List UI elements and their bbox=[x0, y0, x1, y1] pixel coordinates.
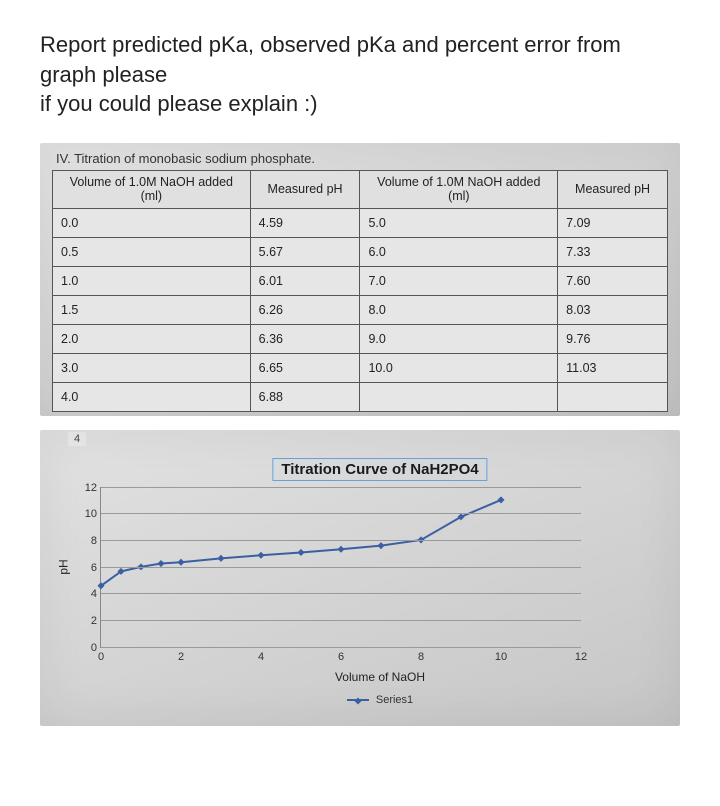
table-cell: 0.5 bbox=[53, 237, 251, 266]
data-marker bbox=[157, 560, 164, 567]
x-tick-label: 2 bbox=[178, 651, 184, 663]
legend-swatch-icon bbox=[347, 699, 369, 701]
sheet-tab: 4 bbox=[68, 432, 86, 446]
y-tick-label: 12 bbox=[81, 482, 97, 494]
y-tick-label: 10 bbox=[81, 508, 97, 520]
chart-legend: Series1 bbox=[100, 694, 660, 706]
table-row: 3.06.6510.011.03 bbox=[53, 353, 668, 382]
table-row: 2.06.369.09.76 bbox=[53, 324, 668, 353]
y-tick-label: 6 bbox=[81, 562, 97, 574]
table-cell: 7.09 bbox=[558, 208, 668, 237]
table-cell: 6.65 bbox=[250, 353, 360, 382]
table-cell: 6.88 bbox=[250, 382, 360, 411]
table-cell: 6.36 bbox=[250, 324, 360, 353]
table-cell bbox=[360, 382, 558, 411]
table-row: 0.04.595.07.09 bbox=[53, 208, 668, 237]
table-cell: 3.0 bbox=[53, 353, 251, 382]
question-line1: Report predicted pKa, observed pKa and p… bbox=[40, 32, 621, 87]
table-cell: 10.0 bbox=[360, 353, 558, 382]
gridline: 2 bbox=[101, 620, 581, 621]
x-tick-label: 12 bbox=[575, 651, 587, 663]
col-header-vol-a: Volume of 1.0M NaOH added (ml) bbox=[53, 171, 251, 209]
table-cell: 9.0 bbox=[360, 324, 558, 353]
table-cell: 1.0 bbox=[53, 266, 251, 295]
data-marker bbox=[497, 496, 504, 503]
y-tick-label: 0 bbox=[81, 642, 97, 654]
data-marker bbox=[377, 542, 384, 549]
table-cell: 7.33 bbox=[558, 237, 668, 266]
question-line2: if you could please explain :) bbox=[40, 91, 318, 116]
data-marker bbox=[177, 558, 184, 565]
chart-photo-panel: 4 Titration Curve of NaH2PO4 pH 0 2 4 6 8 10 1… bbox=[40, 430, 680, 726]
titration-data-table: Volume of 1.0M NaOH added (ml) Measured … bbox=[52, 170, 668, 412]
gridline: 12 bbox=[101, 487, 581, 488]
chart-plot: 024681012024681012 bbox=[100, 487, 581, 648]
table-cell: 6.26 bbox=[250, 295, 360, 324]
data-marker bbox=[337, 546, 344, 553]
data-marker bbox=[217, 555, 224, 562]
gridline: 4 bbox=[101, 593, 581, 594]
table-cell: 8.03 bbox=[558, 295, 668, 324]
table-row: 4.06.88 bbox=[53, 382, 668, 411]
col-header-ph-b: Measured pH bbox=[558, 171, 668, 209]
y-tick-label: 2 bbox=[81, 615, 97, 627]
col-header-vol-b: Volume of 1.0M NaOH added (ml) bbox=[360, 171, 558, 209]
x-tick-label: 6 bbox=[338, 651, 344, 663]
table-cell: 7.0 bbox=[360, 266, 558, 295]
table-cell: 6.0 bbox=[360, 237, 558, 266]
gridline: 10 bbox=[101, 513, 581, 514]
x-tick-label: 10 bbox=[495, 651, 507, 663]
y-tick-label: 4 bbox=[81, 588, 97, 600]
table-cell bbox=[558, 382, 668, 411]
col-header-ph-a: Measured pH bbox=[250, 171, 360, 209]
table-cell: 8.0 bbox=[360, 295, 558, 324]
table-photo-panel: IV. Titration of monobasic sodium phosph… bbox=[40, 143, 680, 416]
legend-label: Series1 bbox=[376, 694, 413, 706]
y-tick-label: 8 bbox=[81, 535, 97, 547]
gridline: 0 bbox=[101, 647, 581, 648]
chart-title: Titration Curve of NaH2PO4 bbox=[272, 458, 487, 481]
x-tick-label: 0 bbox=[98, 651, 104, 663]
table-cell: 4.59 bbox=[250, 208, 360, 237]
data-marker bbox=[257, 552, 264, 559]
x-axis-label: Volume of NaOH bbox=[100, 670, 660, 684]
table-cell: 5.0 bbox=[360, 208, 558, 237]
table-row: 0.55.676.07.33 bbox=[53, 237, 668, 266]
table-row: 1.56.268.08.03 bbox=[53, 295, 668, 324]
table-cell: 11.03 bbox=[558, 353, 668, 382]
table-cell: 2.0 bbox=[53, 324, 251, 353]
y-axis-label: pH bbox=[57, 560, 71, 575]
table-cell: 5.67 bbox=[250, 237, 360, 266]
table-cell: 1.5 bbox=[53, 295, 251, 324]
x-tick-label: 8 bbox=[418, 651, 424, 663]
table-cell: 0.0 bbox=[53, 208, 251, 237]
table-row: 1.06.017.07.60 bbox=[53, 266, 668, 295]
table-cell: 4.0 bbox=[53, 382, 251, 411]
table-cell: 7.60 bbox=[558, 266, 668, 295]
table-cell: 6.01 bbox=[250, 266, 360, 295]
question-text: Report predicted pKa, observed pKa and p… bbox=[40, 30, 680, 119]
table-section-header: IV. Titration of monobasic sodium phosph… bbox=[52, 151, 668, 166]
chart-area: Titration Curve of NaH2PO4 pH 0246810120… bbox=[100, 458, 660, 706]
data-marker bbox=[297, 549, 304, 556]
gridline: 6 bbox=[101, 567, 581, 568]
table-cell: 9.76 bbox=[558, 324, 668, 353]
gridline: 8 bbox=[101, 540, 581, 541]
x-tick-label: 4 bbox=[258, 651, 264, 663]
